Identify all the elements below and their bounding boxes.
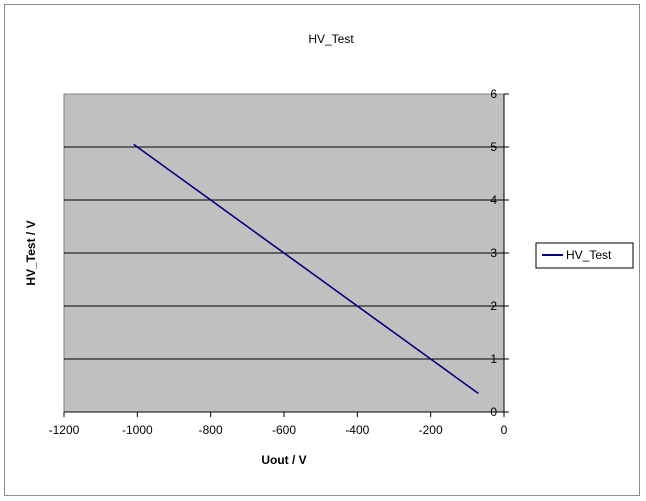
chart-area: HV_Test -1200 -1000 -800 -600 -400 -200 0 0 1 2 3…: [4, 4, 640, 496]
x-tick-label: 0: [501, 423, 508, 437]
y-tick-label: 0: [490, 405, 497, 419]
y-axis-title: HV_Test / V: [24, 220, 38, 285]
series-line-hv-test: [133, 143, 479, 395]
chart-title: HV_Test: [308, 32, 354, 46]
legend-label: HV_Test: [566, 248, 612, 262]
x-tick-label: -600: [272, 423, 296, 437]
y-tick-label: 2: [490, 299, 497, 313]
y-tick-label: 5: [490, 140, 497, 154]
x-tick-label: -1200: [49, 423, 80, 437]
chart-svg: HV_Test -1200 -1000 -800 -600 -400 -200 0 0 1 2 3…: [24, 32, 634, 467]
y-tick-label: 1: [490, 352, 497, 366]
y-axis: 0 1 2 3 4 5 6: [490, 87, 509, 419]
x-tick-label: -400: [345, 423, 369, 437]
y-tick-label: 6: [490, 87, 497, 101]
legend: HV_Test: [535, 242, 634, 269]
x-tick-label: -200: [419, 423, 443, 437]
y-tick-label: 4: [490, 193, 497, 207]
y-tick-label: 3: [490, 246, 497, 260]
x-tick-label: -800: [199, 423, 223, 437]
series-group: [133, 143, 479, 395]
x-axis: -1200 -1000 -800 -600 -400 -200 0: [49, 411, 508, 437]
x-axis-title: Uout / V: [261, 453, 306, 467]
x-tick-label: -1000: [122, 423, 153, 437]
